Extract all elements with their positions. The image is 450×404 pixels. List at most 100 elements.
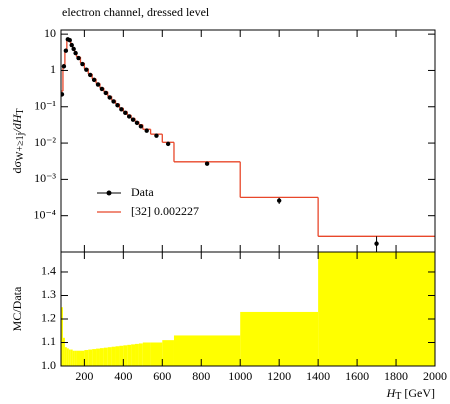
ratio-bar	[84, 350, 89, 366]
data-point	[67, 38, 72, 43]
ratio-bar	[115, 346, 120, 366]
x-axis-label-part: [GeV]	[401, 386, 435, 400]
y-tick-label: 1.2	[41, 311, 56, 325]
ratio-bar	[123, 345, 128, 366]
data-point	[95, 82, 101, 87]
ratio-bar	[142, 342, 151, 366]
data-point	[123, 110, 128, 116]
ratio-bar	[70, 349, 73, 366]
data-point	[84, 67, 89, 72]
chart-title: electron channel, dressed level	[62, 5, 210, 19]
ratio-bar	[64, 347, 67, 366]
data-point	[61, 64, 67, 69]
data-point	[115, 103, 120, 108]
y-axis-label-part: dσ	[10, 160, 24, 173]
data-point	[276, 198, 282, 203]
data-point	[154, 133, 159, 138]
ratio-bar	[80, 350, 85, 366]
data-point	[91, 77, 97, 83]
ratio-bar	[61, 307, 63, 366]
y-axis-label: dσW+≥1j/dHT	[10, 109, 27, 174]
ratio-bar	[66, 348, 69, 366]
data-point	[119, 107, 124, 112]
axes: Data[32] 0.002227dσW+≥1j/dHT10110⁻¹10⁻²1…	[10, 26, 447, 402]
data-point	[134, 120, 140, 126]
data-point	[374, 241, 379, 246]
x-tick-label: 2000	[423, 369, 447, 383]
data-point	[144, 128, 149, 133]
data-point	[61, 92, 65, 97]
x-tick-label: 200	[75, 369, 93, 383]
ratio-bar	[138, 343, 143, 366]
data-point	[204, 161, 210, 166]
data-point	[111, 99, 116, 104]
y-tick-label: 1.3	[41, 287, 56, 301]
x-tick-label: 1600	[345, 369, 369, 383]
x-axis-label-part: T	[395, 391, 401, 402]
ratio-bar	[135, 343, 139, 366]
y-tick-label: 10⁻¹	[34, 99, 56, 113]
data-point	[126, 114, 132, 119]
ratio-bar	[76, 350, 81, 366]
ratio-bar	[99, 348, 104, 366]
x-tick-label: 1000	[228, 369, 252, 383]
ratio-bar	[74, 350, 77, 366]
y-tick-label: 10⁻⁴	[33, 207, 56, 221]
legend-label: [32] 0.002227	[131, 204, 199, 218]
y-axis-label-part: W+≥1j	[15, 133, 26, 161]
data-point	[71, 46, 76, 52]
y-tick-label: 1.4	[41, 264, 56, 278]
y-tick-label: 10⁻²	[34, 135, 56, 149]
data-point	[107, 95, 112, 100]
x-tick-label: 1200	[267, 369, 291, 383]
ratio-bar	[103, 347, 108, 366]
x-tick-label: 1800	[384, 369, 408, 383]
x-tick-label: 800	[192, 369, 210, 383]
data-point	[103, 90, 109, 96]
y-axis-label-part: /dH	[10, 113, 24, 133]
ratio-bar	[62, 337, 65, 366]
ratio-plot	[61, 252, 435, 366]
ratio-bar	[131, 344, 136, 366]
x-axis-label: HT [GeV]	[386, 386, 435, 403]
data-point	[80, 61, 85, 67]
data-point	[69, 42, 74, 48]
ratio-bar	[119, 345, 124, 366]
data-point	[76, 55, 81, 61]
data-point	[63, 48, 69, 53]
x-tick-label: 1400	[306, 369, 330, 383]
y-tick-label: 10	[44, 26, 56, 40]
ratio-bar	[72, 350, 75, 366]
ratio-bar	[173, 335, 241, 366]
ratio-bar	[318, 252, 435, 366]
x-axis-label-part: H	[386, 386, 397, 400]
data-point	[99, 86, 105, 92]
data-point	[138, 124, 144, 129]
y-tick-label: 1	[50, 62, 56, 76]
data-point	[88, 72, 93, 78]
upper-plot	[61, 37, 435, 252]
ratio-bar	[92, 349, 97, 366]
ratio-bar	[111, 346, 116, 366]
ratio-bar	[150, 342, 163, 366]
ratio-bar	[68, 349, 71, 366]
x-tick-label: 600	[153, 369, 171, 383]
ratio-bar	[162, 340, 174, 366]
plot-frame	[60, 251, 436, 367]
y-tick-label: 1.0	[41, 358, 56, 372]
ratio-bar	[88, 349, 93, 366]
data-point	[130, 117, 136, 122]
plot-frame	[60, 29, 436, 253]
ratio-bar	[127, 344, 132, 366]
data-point	[165, 141, 171, 147]
data-point	[73, 50, 78, 56]
legend-label: Data	[131, 185, 154, 199]
ratio-bar	[107, 347, 112, 366]
ratio-bar	[96, 348, 100, 366]
ratio-bar	[240, 311, 319, 366]
y-tick-label: 1.1	[41, 334, 56, 348]
legend-marker	[106, 190, 112, 196]
y-tick-label: 10⁻³	[34, 171, 56, 185]
x-tick-label: 400	[114, 369, 132, 383]
